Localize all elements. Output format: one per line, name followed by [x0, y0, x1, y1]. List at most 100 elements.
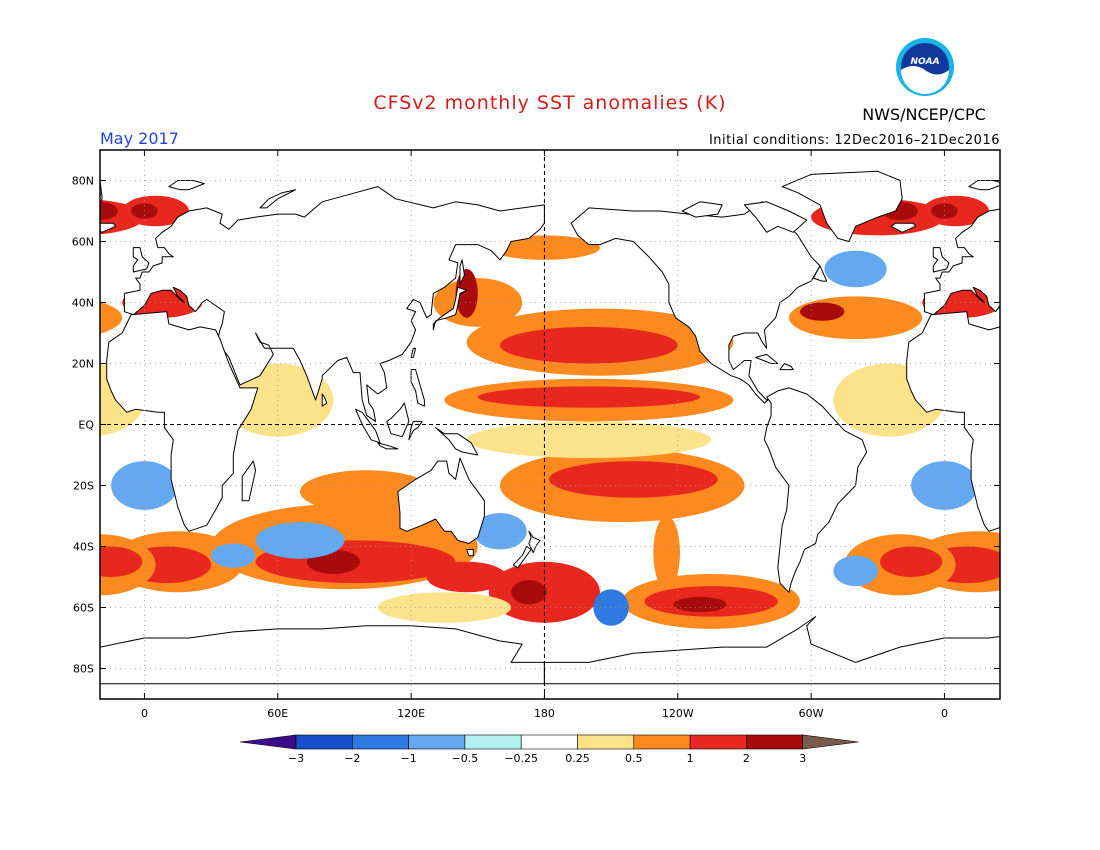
anomaly-region [211, 543, 256, 568]
africa-landmass [906, 311, 1000, 532]
anomaly-region [473, 512, 527, 550]
new-zealand-south-landmass [512, 546, 532, 569]
philippines-landmass [410, 369, 425, 407]
anomaly-region [653, 516, 681, 590]
longitude-tick-label: 60E [267, 707, 288, 720]
latitude-tick-label: 20S [73, 480, 94, 493]
longitude-tick-label: 120E [397, 707, 425, 720]
colorbar-label: 2 [743, 752, 750, 765]
java-landmass [377, 442, 399, 450]
anomaly-region [833, 555, 878, 587]
anomaly-region [800, 302, 845, 321]
great-britain-landmass [932, 247, 950, 273]
colorbar-swatch [577, 734, 635, 750]
colorbar-label: 1 [687, 752, 694, 765]
new-guinea-landmass [435, 427, 479, 456]
agency-label: NWS/NCEP/CPC [862, 105, 986, 124]
latitude-tick-label: 60N [72, 236, 94, 249]
colorbar-swatch [408, 734, 466, 750]
axis-labels: 80N 60N 40N 20N EQ 20S 40S 60S 80S 0 60E 120E 180 120… [72, 150, 1000, 720]
anomaly-region [548, 461, 718, 498]
anomaly-region [377, 592, 512, 623]
anomaly-region [100, 301, 123, 334]
initial-conditions-label: Initial conditions: 12Dec2016–21Dec2016 [709, 133, 1000, 148]
latitude-tick-label: EQ [78, 419, 94, 432]
latitude-tick-label: 40S [73, 541, 94, 554]
novaya-zemlya-landmass [259, 189, 297, 209]
anomaly-region [593, 589, 629, 626]
latitude-tick-label: 60S [73, 602, 94, 615]
colorbar-label: −1 [400, 752, 416, 765]
anomaly-region [255, 522, 345, 559]
anomaly-region [100, 546, 143, 577]
latitude-tick-label: 40N [72, 297, 94, 310]
newfoundland-landmass [812, 265, 828, 282]
colorbar-label: −0.25 [504, 752, 538, 765]
anomaly-region [511, 580, 547, 605]
new-zealand-north-landmass [528, 530, 541, 554]
anomaly-region [477, 386, 700, 408]
longitude-tick-label: 60W [799, 707, 824, 720]
colorbar-swatch [746, 734, 804, 750]
anomaly-region [500, 326, 678, 364]
antarctica-landmass [543, 616, 1000, 685]
colorbar-max-arrow [802, 734, 859, 750]
figure-title: CFSv2 monthly SST anomalies (K) [373, 92, 726, 114]
taiwan-landmass [410, 347, 417, 358]
eurasia-landmass [123, 186, 545, 422]
colorbar-swatch [295, 734, 353, 750]
longitude-tick-label: 0 [141, 707, 148, 720]
anomaly-region [488, 235, 600, 260]
anomaly-region [466, 421, 712, 459]
colorbar-swatch [351, 734, 409, 750]
anomaly-region [426, 561, 507, 593]
borneo-landmass [386, 402, 410, 438]
anomaly-region [880, 546, 943, 577]
eurasia-landmass [923, 208, 1000, 316]
longitude-tick-label: 0 [941, 707, 948, 720]
valid-month-label: May 2017 [100, 129, 179, 148]
victoria-island-landmass [681, 201, 723, 218]
colorbar-swatch [633, 734, 691, 750]
graticule [100, 150, 1000, 699]
antarctica-landmass [100, 625, 545, 685]
colorbar: −3 −2 −1 −0.5 −0.25 0.25 0.5 1 2 3 [239, 734, 859, 765]
colorbar-label: −2 [344, 752, 360, 765]
colorbar-label: 3 [799, 752, 806, 765]
colorbar-swatch [689, 734, 747, 750]
sri-lanka-landmass [321, 393, 328, 407]
baffin-island-landmass [743, 201, 808, 233]
longitude-tick-label: 120W [662, 707, 694, 720]
japan-landmass [432, 286, 468, 331]
colorbar-label: 0.5 [625, 752, 643, 765]
latitude-tick-label: 80N [72, 175, 94, 188]
continents [100, 170, 1000, 685]
anomaly-region [100, 199, 145, 235]
australia-landmass [397, 457, 485, 544]
longitude-tick-label: 180 [534, 707, 555, 720]
map-panel: 80N 60N 40N 20N EQ 20S 40S 60S 80S 0 60E 120E 180 120… [72, 149, 1001, 720]
colorbar-min-arrow [239, 734, 297, 750]
noaa-logo-text: NOAA [910, 57, 939, 67]
colorbar-label: −0.5 [452, 752, 479, 765]
tasmania-landmass [466, 549, 474, 557]
iceland-landmass [890, 222, 917, 233]
sulawesi-landmass [408, 420, 423, 441]
svalbard-landmass [168, 180, 205, 191]
sakhalin-landmass [459, 259, 465, 285]
madagascar-landmass [241, 460, 257, 502]
greenland-landmass [781, 170, 903, 242]
noaa-logo: NOAA [896, 38, 954, 96]
hispaniola-landmass [779, 363, 794, 371]
latitude-tick-label: 20N [72, 358, 94, 371]
anomaly-region [673, 596, 727, 613]
great-britain-landmass [132, 247, 150, 273]
svalbard-landmass [968, 180, 1000, 191]
colorbar-label: −3 [288, 752, 304, 765]
latitude-tick-label: 80S [73, 663, 94, 676]
cuba-landmass [755, 353, 779, 364]
anomaly-region [100, 201, 118, 221]
colorbar-label: 0.25 [565, 752, 590, 765]
anomaly-region [824, 250, 887, 288]
